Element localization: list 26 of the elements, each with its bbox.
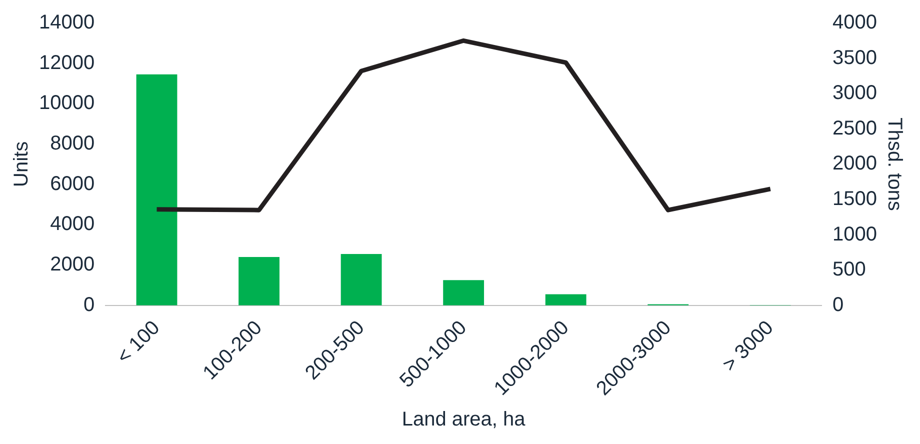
y-tick-label: 12000 <box>38 52 95 74</box>
y2-tick-label: 4000 <box>832 12 878 34</box>
x-axis-title: Land area, ha <box>402 408 526 431</box>
y2-tick-label: 1500 <box>832 188 878 210</box>
bar <box>545 294 586 306</box>
y2-tick-label: 500 <box>832 258 866 281</box>
y-tick-label: 6000 <box>50 172 95 195</box>
bar <box>136 74 178 306</box>
bar <box>340 254 382 306</box>
y2-tick-label: 3500 <box>832 46 878 69</box>
y2-tick-label: 1000 <box>832 223 878 246</box>
y2-tick-label: 2500 <box>832 117 878 140</box>
y2-tick-label: 3000 <box>832 82 878 104</box>
y2-axis-title: Thsd. tons <box>883 118 906 211</box>
y-tick-label: 8000 <box>50 132 95 155</box>
bar <box>238 256 280 306</box>
y-tick-label: 14000 <box>38 12 95 34</box>
y-tick-label: 2000 <box>50 254 95 276</box>
y2-tick-label: 0 <box>832 294 844 316</box>
bar <box>443 280 484 306</box>
x-tick-label: < 100 <box>112 316 164 368</box>
y2-tick-label: 2000 <box>832 152 878 175</box>
y-tick-label: 4000 <box>50 213 95 236</box>
y-axis-title: Units <box>10 141 33 187</box>
y-tick-label: 0 <box>83 294 95 316</box>
y-tick-label: 10000 <box>38 92 95 114</box>
